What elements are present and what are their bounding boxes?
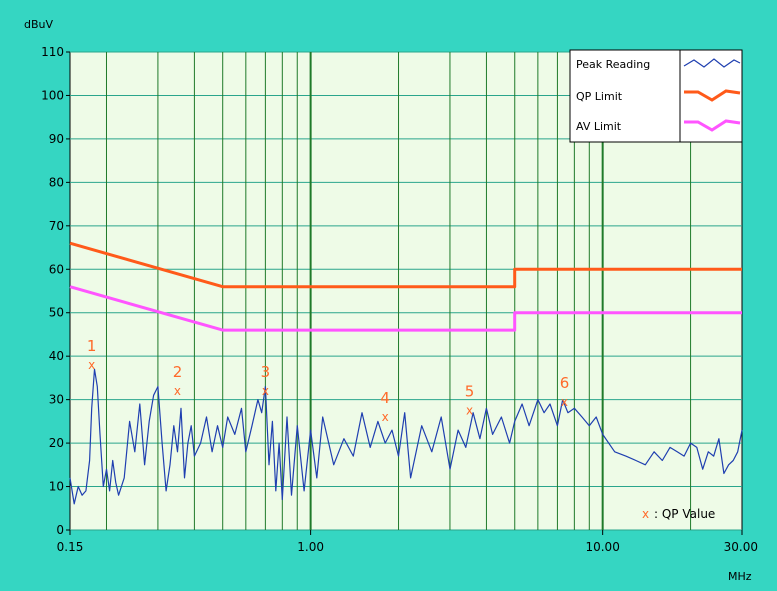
qp-markers: x 1 x 2 x 3 x 4 x 5 x 6 [87,337,569,424]
y-tick-label: 100 [41,88,64,102]
qp-marker-x: x [466,404,473,418]
legend: Peak Reading QP Limit AV Limit [569,49,743,143]
y-axis-unit: dBuV [24,18,54,31]
qp-marker-label: 6 [560,374,570,392]
y-tick-label: 60 [49,262,64,276]
qp-note-symbol: x [642,507,649,521]
qp-marker-x: x [382,410,389,424]
qp-marker-x: x [561,395,568,409]
series-av-limit [69,285,742,332]
y-tick-label: 10 [49,480,64,494]
y-tick-label: 30 [49,393,64,407]
qp-marker-label: 4 [380,389,390,407]
y-tick-label: 0 [56,523,64,537]
qp-marker-label: 3 [261,363,271,381]
qp-marker-label: 2 [173,363,183,381]
qp-marker-x: x [174,384,181,398]
x-tick-label: 1.00 [297,540,324,554]
legend-swatch-peak [683,58,741,68]
x-axis-unit: MHz [728,570,752,583]
y-tick-label: 70 [49,219,64,233]
qp-marker-label: 1 [87,337,97,355]
qp-note-text: : QP Value [654,507,715,521]
y-tick-label: 50 [49,306,64,320]
y-ticks: 0 10 20 30 40 50 60 70 80 90 100 110 [41,45,70,537]
series-layer [69,241,743,505]
qp-value-note: x : QP Value [642,507,715,521]
legend-box [569,49,743,143]
qp-marker-label: 5 [465,383,475,401]
x-tick-label: 0.15 [57,540,84,554]
y-tick-label: 80 [49,175,64,189]
legend-swatch-av [684,119,741,132]
series-peak-reading [69,368,743,505]
x-ticks: 0.15 1.00 10.00 30.00 [57,530,758,554]
y-tick-label: 40 [49,349,64,363]
x-tick-label: 30.00 [724,540,758,554]
legend-label-av: AV Limit [576,120,622,133]
y-tick-label: 90 [49,132,64,146]
legend-label-peak: Peak Reading [576,58,650,71]
qp-marker-x: x [262,384,269,398]
y-tick-label: 110 [41,45,64,59]
x-tick-label: 10.00 [585,540,619,554]
y-tick-label: 20 [49,436,64,450]
legend-label-qp: QP Limit [576,90,623,103]
series-qp-limit [69,241,742,289]
qp-marker-x: x [88,358,95,372]
legend-swatch-qp [684,89,741,102]
